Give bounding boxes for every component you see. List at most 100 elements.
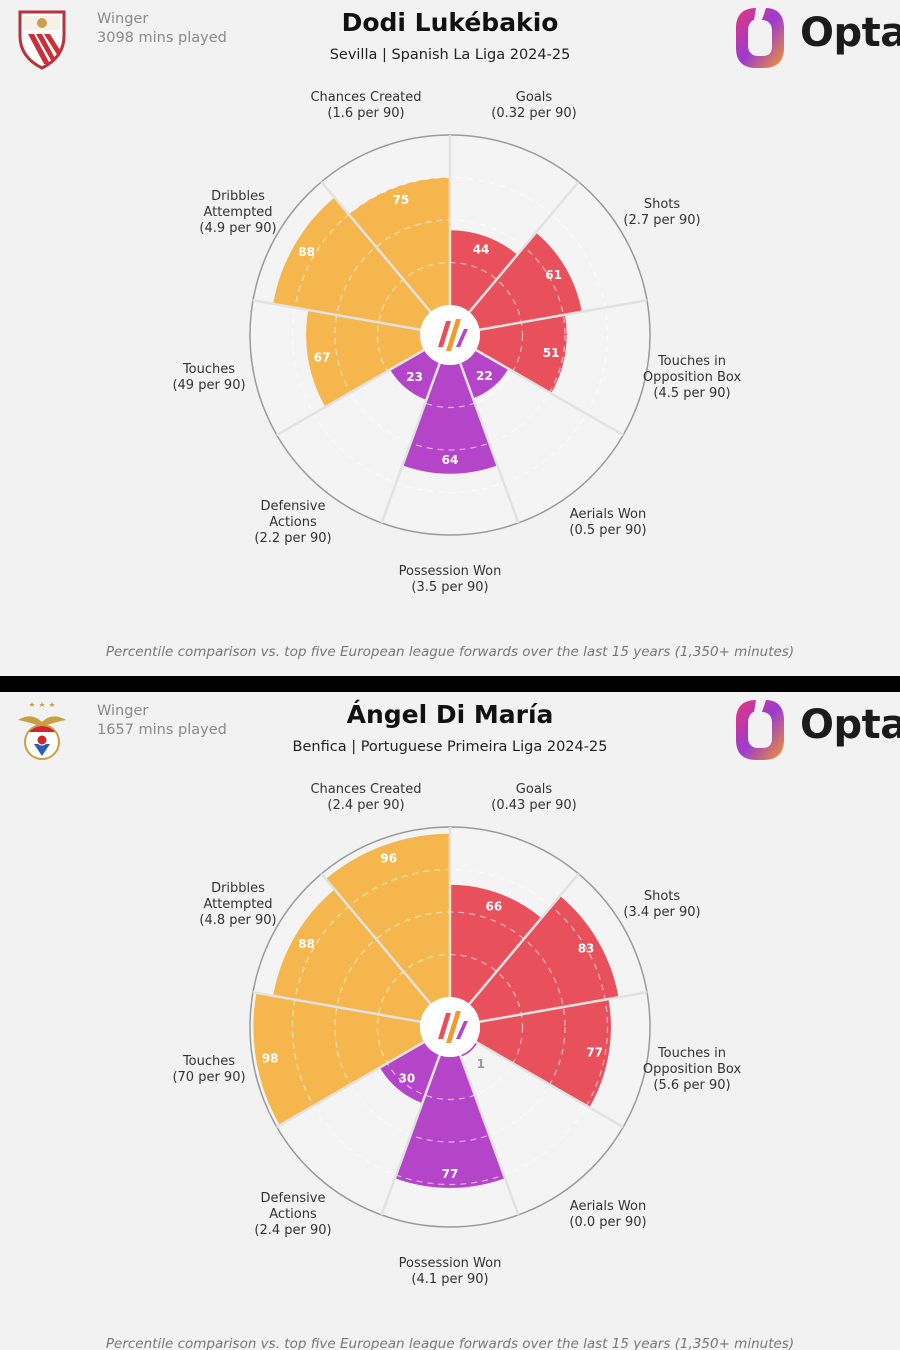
radar-value-label: 64 (442, 453, 459, 467)
stat-label-line: Actions (269, 1207, 317, 1222)
radar-spoke (276, 1040, 425, 1129)
stat-label-line: Possession Won (398, 1256, 502, 1271)
stat-label-defensive-actions: Defensive Actions (2.2 per 90) (203, 499, 383, 547)
radar-spoke (468, 872, 580, 1005)
radar-value-label: 88 (298, 937, 315, 951)
stat-label-line: Attempted (203, 205, 273, 220)
radar-value-label: 30 (399, 1071, 416, 1085)
radar-bar-touches (253, 992, 425, 1126)
radar-spoke (320, 872, 432, 1005)
radar-bar-shots (469, 232, 582, 330)
stat-label-line: Chances Created (310, 90, 422, 105)
stat-label-goals: Goals (0.43 per 90) (444, 782, 624, 814)
radar-spoke (479, 299, 648, 332)
stat-label-line: (0.32 per 90) (491, 106, 577, 121)
radar-spoke (252, 991, 421, 1024)
stat-label-aerials-won: Aerials Won (0.0 per 90) (518, 1199, 698, 1231)
radar-value-label: 75 (393, 193, 410, 207)
stat-label-line: (3.5 per 90) (411, 580, 489, 595)
stat-label-touches: Touches (49 per 90) (119, 362, 299, 394)
benfica-crest-icon (18, 702, 66, 760)
player-role: Winger (97, 11, 149, 27)
stat-label-line: Possession Won (398, 564, 502, 579)
center-logo-stroke (456, 1021, 468, 1039)
player-role: Winger (97, 703, 149, 719)
stat-label-line: (2.4 per 90) (327, 798, 405, 813)
stat-label-line: (2.2 per 90) (254, 531, 332, 546)
stat-label-line: (5.6 per 90) (653, 1078, 731, 1093)
stat-label-line: Touches in (657, 1046, 727, 1061)
opta-logo-text: Opta (800, 702, 900, 748)
minutes-played: 1657 mins played (97, 722, 227, 738)
center-logo-stroke (446, 1011, 461, 1043)
radar-bar-possession-won (402, 363, 498, 474)
stat-label-dribbles-attempted: Dribbles Attempted (4.8 per 90) (148, 881, 328, 929)
stat-label-line: (4.8 per 90) (199, 913, 277, 928)
player-meta: Winger 3098 mins played (97, 10, 227, 48)
stat-label-dribbles-attempted: Dribbles Attempted (4.9 per 90) (148, 189, 328, 237)
player-name: Dodi Lukébakio (341, 8, 559, 37)
stat-label-line: Touches (182, 1054, 236, 1069)
stat-label-line: Dribbles (211, 881, 265, 896)
opta-logo-icon (736, 700, 784, 760)
radar-value-label: 51 (543, 346, 560, 360)
radar-value-label: 88 (298, 245, 315, 259)
center-logo-stroke (446, 319, 461, 351)
stat-label-line: Defensive (260, 499, 326, 514)
stat-label-line: Touches (182, 362, 236, 377)
stat-label-touches: Touches (70 per 90) (119, 1054, 299, 1086)
sevilla-crest-icon (18, 10, 66, 70)
stat-label-possession-won: Possession Won (3.5 per 90) (360, 564, 540, 596)
radar-bar-chances-created (348, 177, 450, 313)
center-logo-icon (420, 997, 480, 1057)
stat-label-line: (0.0 per 90) (569, 1215, 647, 1230)
radar-chart: 66 83 77 1 77 30 98 88 96 (249, 826, 651, 1228)
stat-label-line: Shots (643, 197, 681, 212)
radar-spoke (380, 1054, 441, 1216)
stat-label-shots: Shots (2.7 per 90) (572, 197, 752, 229)
radar-spoke (459, 1054, 520, 1216)
radar-value-label: 83 (578, 941, 595, 955)
stat-label-line: Defensive (260, 1191, 326, 1206)
player-meta: Winger 1657 mins played (97, 702, 227, 740)
radar-value-label: 61 (545, 268, 562, 282)
radar-bar-touches-in-opposition-box (475, 999, 611, 1108)
player-panel-di-maria: Winger 1657 mins played Ángel Di María B… (0, 692, 900, 1350)
radar-value-label: 66 (485, 900, 502, 914)
stat-label-line: Opposition Box (642, 1062, 742, 1077)
radar-value-label: 1 (477, 1057, 485, 1071)
stat-label-line: (4.9 per 90) (199, 221, 277, 236)
stat-label-line: (70 per 90) (172, 1070, 246, 1085)
radar-spoke (468, 180, 580, 313)
stat-label-line: Shots (643, 889, 681, 904)
radar-bar-touches-in-opposition-box (475, 314, 567, 394)
center-logo-stroke (438, 321, 451, 347)
stat-label-line: (0.43 per 90) (491, 798, 577, 813)
stat-label-goals: Goals (0.32 per 90) (444, 90, 624, 122)
opta-logo-text: Opta (800, 10, 900, 56)
stat-label-chances-created: Chances Created (1.6 per 90) (276, 90, 456, 122)
radar-value-label: 96 (380, 852, 397, 866)
team-league-subtitle: Benfica | Portuguese Primeira Liga 2024-… (292, 739, 608, 755)
radar-spoke (479, 991, 648, 1024)
stat-label-aerials-won: Aerials Won (0.5 per 90) (518, 507, 698, 539)
radar-spoke (252, 299, 421, 332)
stat-label-touches-in-opposition-box: Touches in Opposition Box (5.6 per 90) (602, 1046, 782, 1094)
radar-spoke (459, 362, 520, 524)
stat-label-line: Dribbles (211, 189, 265, 204)
stat-label-line: Goals (515, 782, 553, 797)
radar-value-label: 67 (314, 351, 331, 365)
stat-label-line: Aerials Won (569, 1199, 647, 1214)
stat-label-line: Actions (269, 515, 317, 530)
radar-bar-defensive-actions (379, 1042, 440, 1104)
stat-label-line: (2.4 per 90) (254, 1223, 332, 1238)
radar-bar-dribbles-attempted (273, 889, 431, 1022)
center-logo-stroke (438, 1013, 451, 1039)
stat-label-line: (2.7 per 90) (623, 213, 701, 228)
radar-value-label: 23 (406, 370, 423, 384)
center-logo-icon (420, 305, 480, 365)
player-name: Ángel Di María (346, 700, 554, 729)
stat-label-line: (3.4 per 90) (623, 905, 701, 920)
radar-bar-shots (469, 895, 619, 1022)
stat-label-line: Chances Created (310, 782, 422, 797)
